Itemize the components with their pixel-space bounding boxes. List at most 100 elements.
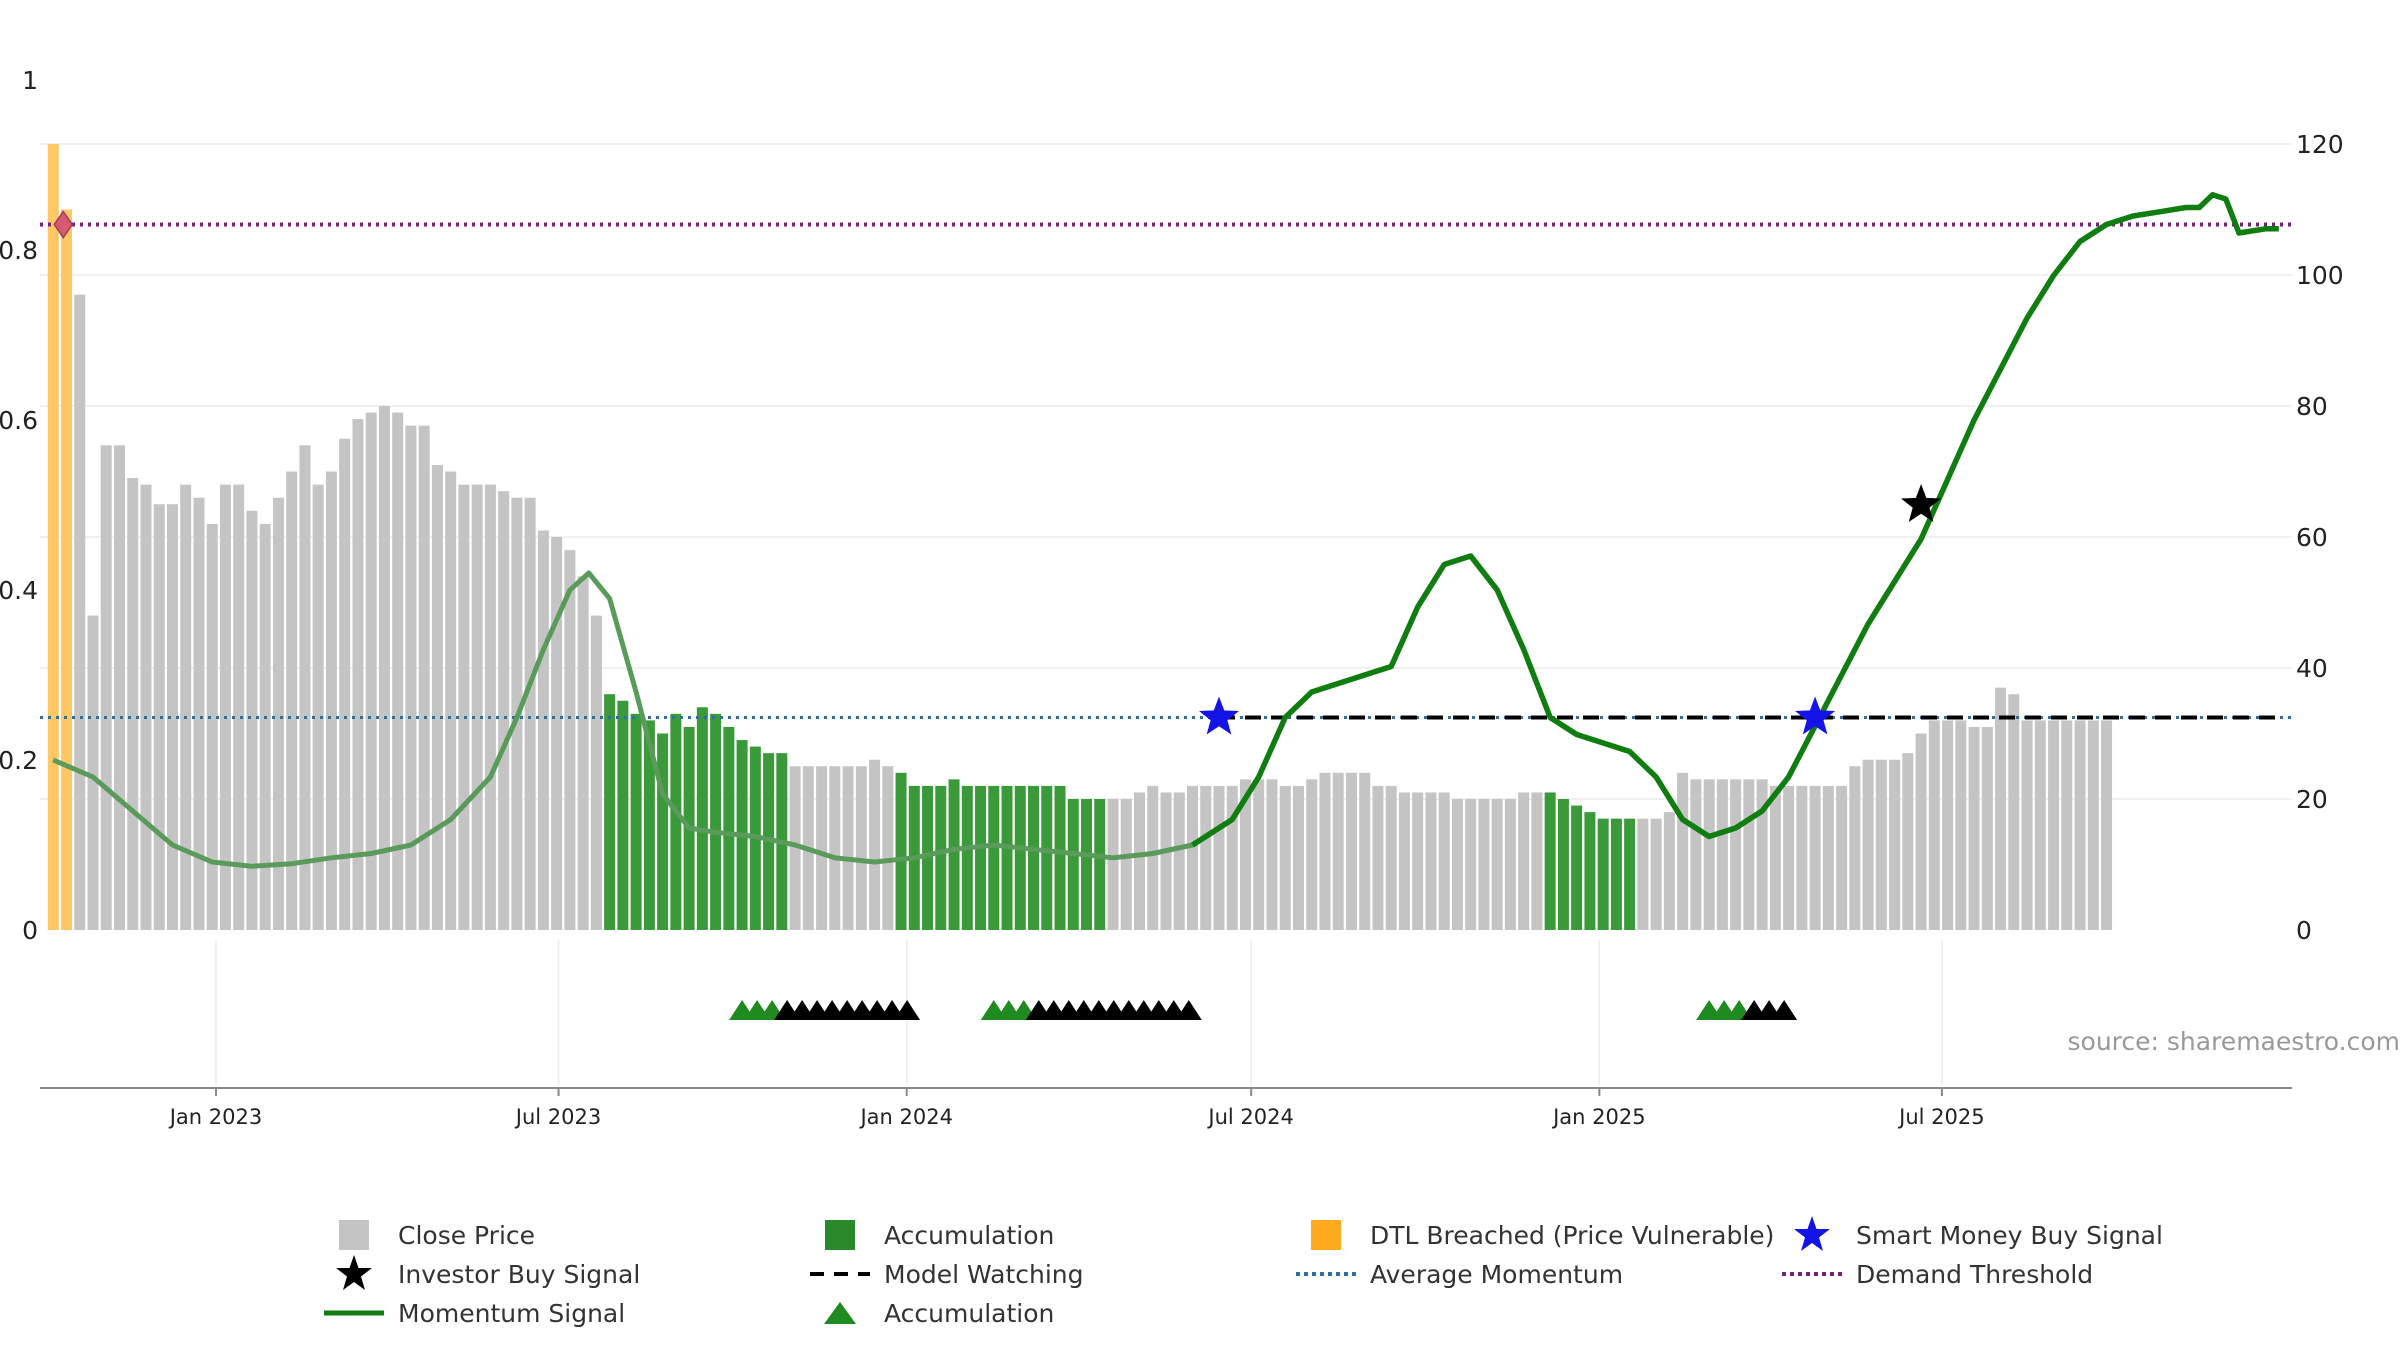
black-star-icon — [324, 1255, 384, 1290]
legend-label: Accumulation — [884, 1298, 1055, 1328]
close-price-bar — [2061, 720, 2073, 930]
close-price-bar — [219, 484, 231, 930]
close-price-bar — [1769, 785, 1781, 930]
x-tick-label: Jul 2025 — [1897, 1105, 1984, 1129]
close-price-bar — [1200, 785, 1212, 930]
accumulation-bar — [988, 785, 1000, 930]
close-price-bar — [378, 406, 390, 930]
close-price-bar — [1345, 772, 1357, 930]
close-price-bar — [2074, 720, 2086, 930]
accumulation-triangle-black — [894, 1000, 921, 1020]
close-price-bar — [87, 615, 99, 930]
close-price-bar — [1942, 720, 1954, 930]
right-tick-label: 0 — [2296, 916, 2312, 945]
close-price-bar — [1716, 779, 1728, 930]
close-price-bar — [1398, 792, 1410, 930]
accumulation-bar — [922, 785, 934, 930]
close-price-bar — [1928, 720, 1940, 930]
close-price-bar — [2101, 720, 2113, 930]
close-price-bar — [789, 766, 801, 930]
close-price-bar — [166, 504, 178, 930]
close-price-bar — [1253, 779, 1265, 930]
accumulation-bar — [1028, 785, 1040, 930]
left-tick-label: 0 — [22, 916, 38, 945]
close-price-bar — [1160, 792, 1172, 930]
close-price-bar — [1504, 799, 1516, 930]
legend-item-momentum-signal: Momentum Signal — [324, 1298, 625, 1328]
close-price-bar — [233, 484, 245, 930]
close-price-bar — [498, 491, 510, 930]
close-price-bar — [590, 615, 602, 930]
grid-lines — [40, 143, 2292, 1085]
orange-square-icon — [1296, 1220, 1356, 1250]
accumulation-bar — [617, 700, 629, 930]
accumulation-bar — [1557, 799, 1569, 930]
close-price-bar — [1186, 785, 1198, 930]
accumulation-bar — [710, 713, 722, 930]
axes: Jan 2023 Jul 2023 Jan 2024 Jul 2024 Jan 2025… — [0, 66, 2344, 1129]
close-price-bar — [299, 445, 311, 930]
close-price-bar — [339, 438, 351, 930]
legend-item-smart-money: Smart Money Buy Signal — [1782, 1216, 2163, 1251]
legend-item-average-momentum: Average Momentum — [1296, 1259, 1623, 1289]
x-tick-label: Jul 2024 — [1206, 1105, 1293, 1129]
close-price-bar — [1385, 785, 1397, 930]
legend-item-investor: Investor Buy Signal — [324, 1255, 640, 1290]
close-price-bar — [153, 504, 165, 930]
close-price-bar — [445, 471, 457, 930]
close-price-bar — [127, 478, 139, 930]
close-price-bar — [1518, 792, 1530, 930]
accumulation-bar — [961, 785, 973, 930]
close-price-bar — [537, 530, 549, 930]
close-price-bar — [1147, 785, 1159, 930]
close-price-bar — [74, 294, 86, 930]
legend-label: Model Watching — [884, 1259, 1084, 1289]
smart-money-buy-signal — [1795, 696, 1836, 735]
close-price-bar — [1451, 799, 1463, 930]
left-tick-label: 0.6 — [0, 406, 38, 435]
accumulation-bar — [1544, 792, 1556, 930]
close-price-bar — [1730, 779, 1742, 930]
close-price-bar — [1306, 779, 1318, 930]
dtl-breached-marker — [53, 210, 74, 239]
accumulation-triangles — [729, 1000, 1798, 1020]
legend-item-dtl-breached: DTL Breached (Price Vulnerable) — [1296, 1220, 1774, 1250]
close-price-bar — [1836, 785, 1848, 930]
accumulation-bar — [895, 772, 907, 930]
close-price-bar — [1995, 687, 2007, 930]
close-price-bar — [1955, 720, 1967, 930]
close-price-bar — [2034, 720, 2046, 930]
accumulation-bar — [1067, 799, 1079, 930]
green-line-icon — [324, 1298, 384, 1328]
left-tick-label: 0.2 — [0, 746, 38, 775]
legend-label: Momentum Signal — [398, 1298, 626, 1328]
dtl-breached-bar — [60, 209, 72, 930]
accumulation-bar — [643, 720, 655, 930]
close-price-bar — [1226, 785, 1238, 930]
close-price-bar — [1412, 792, 1424, 930]
x-tick-label: Jan 2023 — [168, 1105, 263, 1129]
close-price-bar — [2087, 720, 2099, 930]
close-price-bar — [1743, 779, 1755, 930]
close-price-bar — [140, 484, 152, 930]
close-price-bar — [1120, 799, 1132, 930]
close-price-bar — [1134, 792, 1146, 930]
gray-square-icon — [324, 1220, 384, 1250]
x-tick-label: Jan 2025 — [1551, 1105, 1646, 1129]
close-price-bar — [246, 510, 258, 930]
close-price-bar — [206, 523, 218, 930]
dotted-line-icon — [1296, 1259, 1356, 1289]
close-price-bar — [855, 766, 867, 930]
left-tick-label: 0.4 — [0, 576, 38, 605]
close-price-bar — [193, 497, 205, 930]
close-price-bar — [1875, 759, 1887, 930]
close-price-bar — [524, 497, 536, 930]
close-price-bar — [1478, 799, 1490, 930]
close-price-bar — [1783, 785, 1795, 930]
close-price-bar — [1239, 779, 1251, 930]
legend-item-close-price: Close Price — [324, 1220, 535, 1250]
legend-label: DTL Breached (Price Vulnerable) — [1370, 1220, 1775, 1250]
close-price-bar — [312, 484, 324, 930]
close-price-bar — [272, 497, 284, 930]
close-price-bar — [1968, 726, 1980, 930]
